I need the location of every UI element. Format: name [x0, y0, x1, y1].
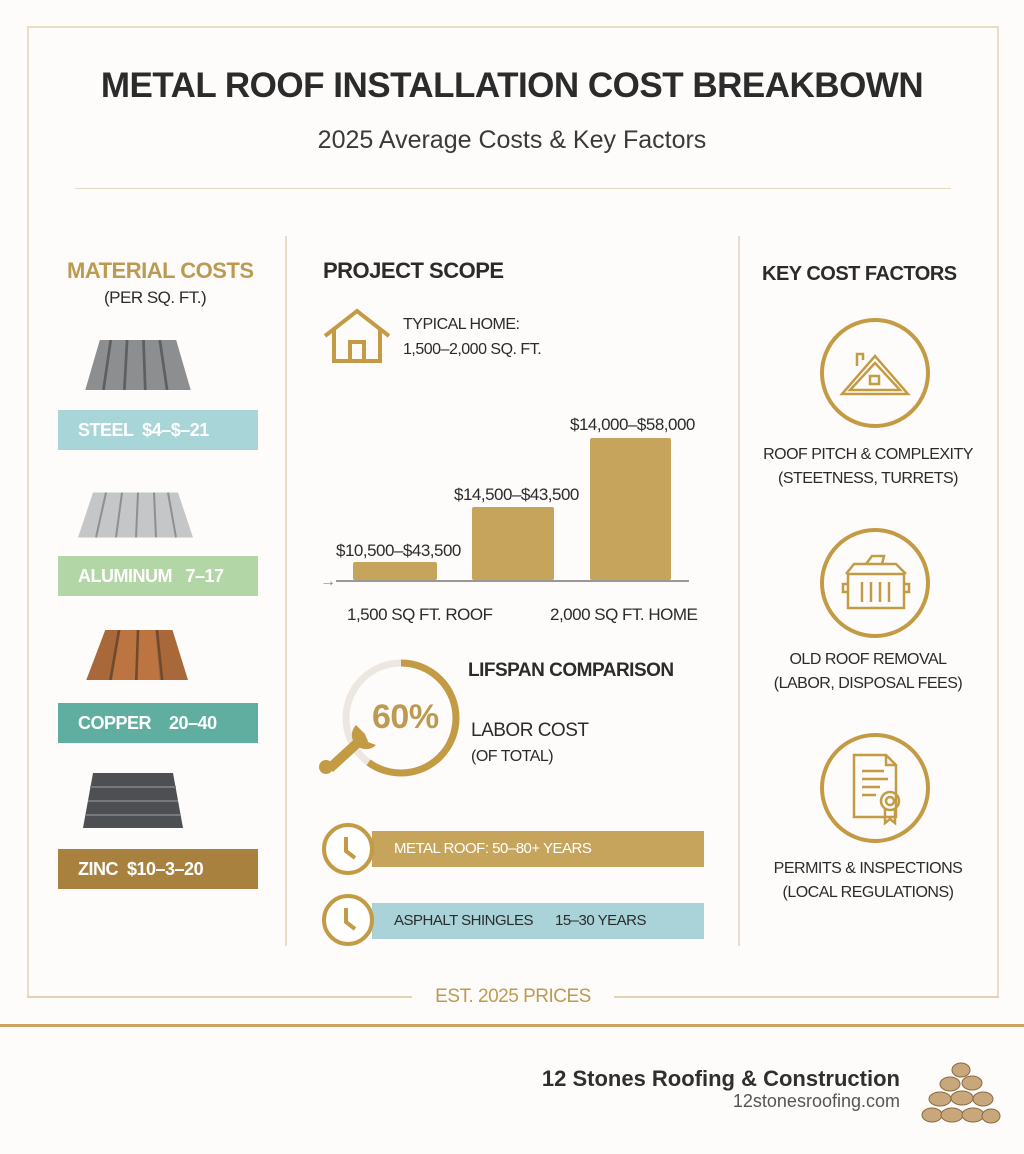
wrench-icon [319, 725, 376, 774]
clock-icon [322, 894, 374, 946]
factor-sub: (STEETNESS, TURRETS) [778, 470, 958, 487]
key-factors-title-text: KEY COST FACTORS [762, 263, 957, 285]
material-costs-title: MATERIAL COSTS [67, 258, 254, 284]
divider [285, 236, 287, 946]
dumpster-icon [820, 528, 930, 638]
bar-category-label-1: 1,500 SQ FT. ROOF [347, 605, 493, 625]
factor-roof-pitch: ROOF PITCH & COMPLEXITY (STEETNESS, TURRE… [745, 443, 991, 491]
bar-category-text: 2,000 SQ FT. HOME [550, 605, 698, 624]
labor-ring-gauge [319, 659, 460, 777]
bar-value-text: $14,500–$43,500 [454, 485, 579, 504]
axis-arrow-icon: → [320, 573, 336, 590]
labor-cost-sub: (OF TOTAL) [471, 748, 554, 766]
material-copper-label: COPPER 20–40 [78, 713, 217, 733]
material-costs-subtitle: (PER SQ. FT.) [104, 288, 207, 308]
company-name: 12 Stones Roofing & Construction [541, 1066, 900, 1091]
lifespan-metal-text: METAL ROOF: 50–80+ YEARS [394, 840, 592, 857]
lifespan-metal-roof: METAL ROOF: 50–80+ YEARS [372, 831, 704, 867]
material-aluminum: ALUMINUM 7–17 [58, 556, 258, 596]
labor-percent: 60% [372, 698, 439, 737]
material-steel-label: STEEL $4–$–21 [78, 420, 209, 440]
lifespan-asphalt-text: ASPHALT SHINGLES 15–30 YEARS [394, 912, 646, 929]
factor-sub: (LOCAL REGULATIONS) [782, 884, 954, 901]
bar-category-label-3: 2,000 SQ FT. HOME [550, 605, 698, 625]
divider [614, 996, 999, 998]
clock-icon [322, 823, 374, 875]
footer-divider [0, 1024, 1024, 1027]
divider [738, 236, 740, 946]
material-zinc: ZINC $10–3–20 [58, 849, 258, 889]
steel-sheet-icon [85, 340, 191, 390]
lifespan-title-text: LIFSPAN COMPARISON [468, 660, 674, 681]
factor-old-roof-removal: OLD ROOF REMOVAL (LABOR, DISPOSAL FEES) [745, 648, 991, 696]
typical-home-range-text: 1,500–2,000 SQ. FT. [403, 341, 542, 358]
labor-cost-sub-text: (OF TOTAL) [471, 748, 554, 765]
material-aluminum-label: ALUMINUM 7–17 [78, 566, 224, 586]
page-title: METAL ROOF INSTALLATION COST BREAKBOWN [40, 66, 984, 106]
project-scope-title-text: PROJECT SCOPE [323, 258, 504, 283]
typical-home-range: 1,500–2,000 SQ. FT. [403, 341, 542, 359]
stones-logo-icon [921, 1062, 1001, 1124]
typical-home-label: TYPICAL HOME: [403, 316, 520, 334]
material-costs-subtitle-text: (PER SQ. FT.) [104, 288, 207, 307]
chart-baseline [336, 580, 689, 582]
project-scope-title: PROJECT SCOPE [323, 258, 504, 284]
material-copper: COPPER 20–40 [58, 703, 258, 743]
labor-percent-text: 60% [372, 698, 439, 736]
bar-category-text: 1,500 SQ FT. ROOF [347, 605, 493, 624]
frame [27, 26, 999, 998]
cost-bar-3 [590, 438, 671, 580]
material-costs-title-text: MATERIAL COSTS [67, 258, 254, 283]
divider [27, 996, 412, 998]
lifespan-asphalt: ASPHALT SHINGLES 15–30 YEARS [372, 903, 704, 939]
bar-value-label-2: $14,500–$43,500 [454, 485, 579, 505]
labor-cost-title: LABOR COST [471, 720, 589, 742]
house-icon [323, 308, 391, 363]
certificate-document-icon [820, 733, 930, 843]
page-subtitle: 2025 Average Costs & Key Factors [317, 126, 707, 154]
house-roof-icon [820, 318, 930, 428]
key-factors-title: KEY COST FACTORS [762, 263, 957, 286]
company-website[interactable]: 12stonesroofing.com [732, 1091, 900, 1111]
est-prices-text: EST. 2025 PRICES [435, 986, 591, 1007]
aluminum-sheet-icon [78, 492, 193, 538]
bar-value-label-1: $10,500–$43,500 [336, 541, 461, 561]
bar-value-text: $10,500–$43,500 [336, 541, 461, 560]
factor-sub: (LABOR, DISPOSAL FEES) [773, 675, 963, 692]
lifespan-title: LIFSPAN COMPARISON [468, 660, 674, 682]
bar-value-text: $14,000–$58,000 [570, 415, 695, 434]
bar-value-label-3: $14,000–$58,000 [570, 415, 695, 435]
factor-title: ROOF PITCH & COMPLEXITY [763, 446, 973, 463]
divider [75, 188, 951, 189]
cost-bar-2 [472, 507, 554, 580]
typical-home-text: TYPICAL HOME: [403, 316, 520, 333]
factor-permits: PERMITS & INSPECTIONS (LOCAL REGULATIONS) [745, 857, 991, 905]
factor-title: PERMITS & INSPECTIONS [773, 860, 963, 877]
labor-cost-title-text: LABOR COST [471, 720, 589, 741]
material-steel: STEEL $4–$–21 [58, 410, 258, 450]
copper-sheet-icon [86, 630, 188, 680]
page-title-text: METAL ROOF INSTALLATION COST BREAKBOWN [100, 66, 924, 105]
cost-bar-1 [353, 562, 437, 580]
est-prices-label: EST. 2025 PRICES [412, 986, 614, 1008]
factor-title: OLD ROOF REMOVAL [789, 651, 947, 668]
material-zinc-label: ZINC $10–3–20 [78, 859, 204, 879]
zinc-sheet-icon [83, 773, 183, 828]
